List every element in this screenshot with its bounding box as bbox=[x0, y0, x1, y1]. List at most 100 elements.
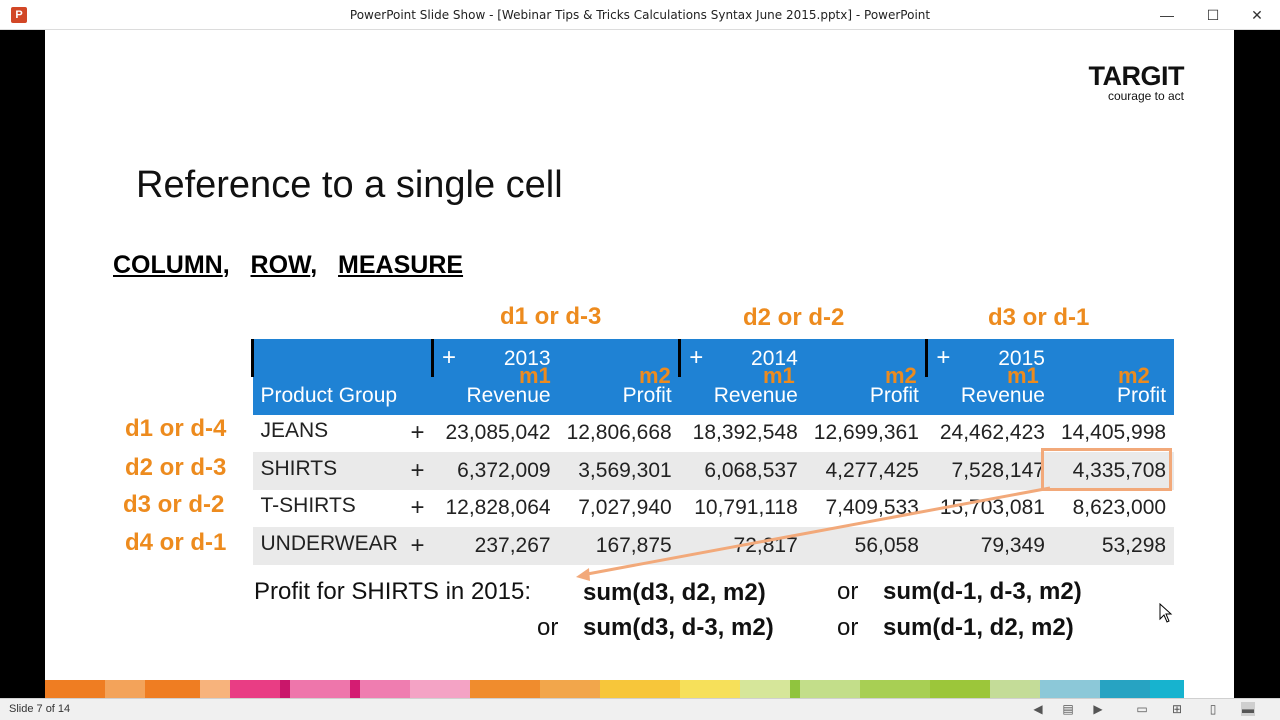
table-row[interactable]: UNDERWEAR + 237,267 167,875 72,817 56,058… bbox=[252, 527, 1175, 565]
year-label: 2014 bbox=[751, 347, 798, 370]
formula-expression: sum(d3, d2, m2) bbox=[583, 579, 766, 606]
year-header-cell[interactable]: + 2013 bbox=[430, 339, 559, 377]
row-name: SHIRTS bbox=[260, 456, 338, 480]
formula-expression: sum(d3, d-3, m2) bbox=[583, 614, 774, 641]
row-header-cell[interactable]: T-SHIRTS + bbox=[252, 489, 433, 527]
expand-icon[interactable]: + bbox=[410, 531, 425, 559]
value-cell[interactable]: 18,392,548 bbox=[679, 414, 806, 452]
measure-header[interactable]: Revenue bbox=[679, 377, 806, 415]
value-cell[interactable]: 23,085,042 bbox=[432, 414, 559, 452]
logo-tagline: courage to act bbox=[1107, 89, 1184, 103]
value-cell[interactable]: 10,791,118 bbox=[679, 489, 806, 527]
mouse-cursor-icon bbox=[1159, 603, 1173, 623]
measure-tag: m1 bbox=[1007, 363, 1039, 388]
pivot-table[interactable]: + 2013 + 2014 + 2015 Product Group Reven… bbox=[251, 339, 1175, 565]
subtitle-column: COLUMN bbox=[113, 251, 223, 279]
column-dim-label: d1 or d-3 bbox=[500, 303, 602, 330]
slide-show-area[interactable]: TARGIT courage to act Reference to a sin… bbox=[0, 30, 1280, 698]
value-cell[interactable]: 3,569,301 bbox=[558, 452, 680, 490]
close-button[interactable]: ✕ bbox=[1251, 6, 1263, 23]
targit-logo: TARGIT courage to act bbox=[1089, 62, 1185, 103]
expand-icon[interactable]: + bbox=[410, 456, 425, 484]
measure-header[interactable]: Revenue bbox=[926, 377, 1053, 415]
status-bar: Slide 7 of 14 ◀ ▤ ▶ ▭ ⊞ ▯ ▬ bbox=[0, 698, 1280, 720]
value-cell[interactable]: 14,405,998 bbox=[1052, 414, 1175, 452]
expand-icon[interactable]: + bbox=[689, 344, 704, 371]
slide-sorter-icon[interactable]: ⊞ bbox=[1171, 702, 1183, 716]
year-header-row: + 2013 + 2014 + 2015 bbox=[251, 339, 1175, 377]
year-header-cell[interactable]: + 2015 bbox=[925, 339, 1053, 377]
formula-label: Profit for SHIRTS in 2015: bbox=[254, 578, 532, 605]
previous-slide-icon[interactable]: ◀ bbox=[1033, 702, 1043, 716]
slide[interactable]: TARGIT courage to act Reference to a sin… bbox=[45, 30, 1234, 698]
slide-title: Reference to a single cell bbox=[136, 164, 563, 206]
subtitle-measure: MEASURE bbox=[338, 251, 464, 279]
next-slide-icon[interactable]: ▶ bbox=[1093, 702, 1103, 716]
expand-icon[interactable]: + bbox=[410, 419, 425, 447]
table-row[interactable]: SHIRTS + 6,372,009 3,569,301 6,068,537 4,… bbox=[252, 452, 1175, 490]
decorative-color-stripe bbox=[45, 680, 1234, 698]
slide-subtitle: COLUMN, ROW, MEASURE bbox=[113, 251, 463, 280]
subtitle-row: ROW bbox=[250, 251, 311, 279]
subtitle-sep: , bbox=[310, 251, 318, 279]
or-text: or bbox=[837, 578, 859, 605]
or-text: or bbox=[537, 614, 559, 641]
slide-show-icon[interactable]: ▬ bbox=[1241, 702, 1255, 716]
value-cell[interactable]: 237,267 bbox=[432, 527, 559, 565]
value-cell[interactable]: 4,277,425 bbox=[805, 452, 927, 490]
row-header-cell[interactable]: JEANS + bbox=[252, 414, 433, 452]
year-label: 2015 bbox=[998, 347, 1045, 370]
value-cell[interactable]: 24,462,423 bbox=[926, 414, 1053, 452]
maximize-button[interactable]: ☐ bbox=[1206, 6, 1220, 23]
product-group-header[interactable]: Product Group bbox=[252, 377, 433, 415]
value-cell[interactable]: 79,349 bbox=[926, 527, 1053, 565]
row-dim-label: d4 or d-1 bbox=[125, 529, 227, 556]
measure-header[interactable]: Profit bbox=[558, 377, 680, 415]
formula-expression: sum(d-1, d-3, m2) bbox=[883, 578, 1082, 605]
normal-view-icon[interactable]: ▭ bbox=[1136, 702, 1148, 716]
value-cell[interactable]: 56,058 bbox=[805, 527, 927, 565]
value-cell[interactable]: 53,298 bbox=[1052, 527, 1175, 565]
expand-icon[interactable]: + bbox=[936, 344, 951, 371]
expand-icon[interactable]: + bbox=[442, 344, 457, 371]
header-spacer bbox=[1052, 339, 1175, 377]
or-text: or bbox=[837, 614, 859, 641]
table-row[interactable]: T-SHIRTS + 12,828,064 7,027,940 10,791,11… bbox=[252, 489, 1175, 527]
year-header-cell[interactable]: + 2014 bbox=[678, 339, 806, 377]
value-cell[interactable]: 15,703,081 bbox=[926, 489, 1053, 527]
highlight-box bbox=[1041, 448, 1172, 491]
header-spacer bbox=[558, 339, 680, 377]
menu-icon[interactable]: ▤ bbox=[1062, 702, 1074, 716]
value-cell[interactable]: 6,372,009 bbox=[432, 452, 559, 490]
slide-counter: Slide 7 of 14 bbox=[9, 703, 71, 715]
measure-header[interactable]: Revenue bbox=[432, 377, 559, 415]
value-cell[interactable]: 12,699,361 bbox=[805, 414, 927, 452]
measure-tag: m2 bbox=[639, 363, 671, 388]
row-header-cell[interactable]: SHIRTS + bbox=[252, 452, 433, 490]
row-header-cell[interactable]: UNDERWEAR + bbox=[252, 527, 433, 565]
reading-view-icon[interactable]: ▯ bbox=[1209, 702, 1217, 716]
row-dim-label: d3 or d-2 bbox=[123, 491, 225, 518]
row-name: T-SHIRTS bbox=[260, 494, 356, 518]
measure-tag: m1 bbox=[519, 363, 551, 388]
header-corner bbox=[251, 339, 433, 377]
measure-header[interactable]: Profit bbox=[805, 377, 927, 415]
column-dim-label: d3 or d-1 bbox=[988, 304, 1090, 331]
header-spacer bbox=[805, 339, 927, 377]
value-cell[interactable]: 8,623,000 bbox=[1052, 489, 1175, 527]
expand-icon[interactable]: + bbox=[410, 494, 425, 522]
value-cell[interactable]: 6,068,537 bbox=[679, 452, 806, 490]
value-cell[interactable]: 7,528,147 bbox=[926, 452, 1053, 490]
value-cell[interactable]: 12,806,668 bbox=[558, 414, 680, 452]
table-row[interactable]: JEANS + 23,085,042 12,806,668 18,392,548 … bbox=[252, 414, 1175, 452]
measure-header[interactable]: Profit bbox=[1052, 377, 1175, 415]
subtitle-sep: , bbox=[222, 251, 230, 279]
measure-tag: m2 bbox=[885, 363, 917, 388]
powerpoint-app-icon[interactable]: P bbox=[11, 7, 27, 23]
value-cell[interactable]: 12,828,064 bbox=[432, 489, 559, 527]
minimize-button[interactable]: — bbox=[1160, 7, 1174, 23]
value-cell[interactable]: 167,875 bbox=[558, 527, 680, 565]
value-cell[interactable]: 7,027,940 bbox=[558, 489, 680, 527]
row-name: JEANS bbox=[260, 419, 329, 443]
value-cell-highlighted[interactable]: 4,335,708 bbox=[1052, 452, 1175, 490]
